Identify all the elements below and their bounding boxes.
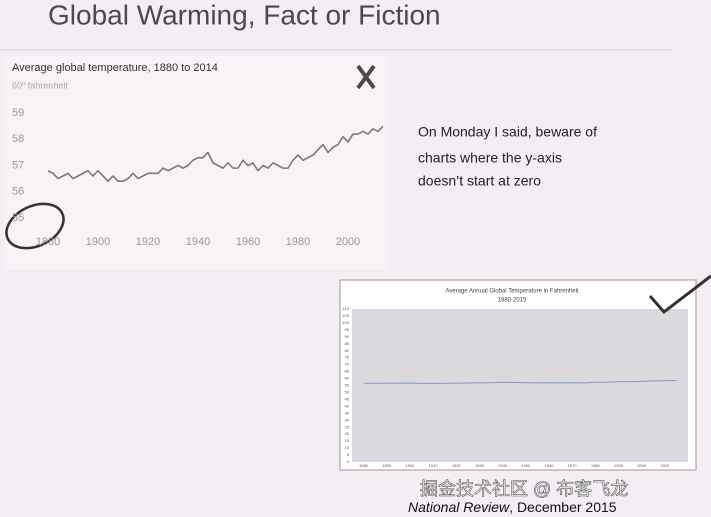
x-tick-label: 2000: [637, 463, 647, 468]
y-tick-label: 80: [345, 348, 350, 353]
y-tick-label: 58: [12, 133, 24, 145]
y-tick-label: 55: [345, 383, 350, 388]
y-tick-label: 50: [345, 390, 350, 395]
x-tick-label: 1900: [405, 463, 415, 468]
x-tick-label: 2010: [660, 463, 670, 468]
x-tick-label: 1910: [429, 463, 439, 468]
y-tick-label: 60: [345, 376, 350, 381]
slide-title: Global Warming, Fact or Fiction: [48, 0, 441, 30]
x-tick-label: 1900: [86, 236, 110, 248]
y-tick-label: 20: [345, 431, 350, 436]
x-tick-label: 1980: [286, 236, 310, 248]
watermark: 掘金技术社区 @ 布客飞龙: [420, 479, 628, 499]
y-tick-label: 45: [345, 396, 350, 401]
y-tick-label: 10: [345, 445, 350, 450]
y-tick-label: 40: [345, 403, 350, 408]
y-tick-label: 5: [347, 452, 350, 457]
chart-1-title: Average global temperature, 1880 to 2014: [12, 62, 218, 74]
x-tick-label: 1880: [359, 463, 369, 468]
body-line: doesn’t start at zero: [418, 173, 541, 189]
y-tick-label: 15: [345, 438, 350, 443]
y-tick-label: 100: [342, 320, 349, 325]
y-tick-label: 90: [345, 334, 350, 339]
x-tick-label: 1890: [382, 463, 392, 468]
y-tick-label: 25: [345, 424, 350, 429]
x-tick-label: 1980: [591, 463, 601, 468]
y-tick-label: 57: [12, 159, 24, 171]
chart-1-subtitle: 60º fahrenheit: [12, 80, 68, 90]
x-tick-label: 1880: [36, 236, 60, 248]
y-tick-label: 30: [345, 417, 350, 422]
y-tick-label: 65: [345, 369, 350, 374]
x-tick-label: 1950: [521, 463, 531, 468]
check-mark: [648, 274, 711, 315]
data-line: [363, 379, 677, 384]
chart-2-title: Average Annual Global Temperature in Fah…: [445, 289, 579, 295]
body-line: On Monday I said, beware of: [418, 124, 597, 140]
y-tick-label: 35: [345, 410, 350, 415]
caption: National Review, December 2015: [408, 499, 617, 515]
y-tick-label: 75: [345, 355, 350, 360]
wrong-mark: [356, 64, 376, 90]
x-tick-label: 1920: [136, 236, 160, 248]
y-tick-label: 70: [345, 362, 350, 367]
x-tick-label: 1930: [475, 463, 485, 468]
chart-2-subtitle: 1880-2015: [498, 298, 527, 304]
x-tick-label: 1920: [452, 463, 462, 468]
body-line: charts where the y-axis: [418, 150, 562, 166]
y-tick-label: 110: [343, 306, 350, 311]
chart-1-frame: [4, 56, 388, 270]
x-tick-label: 1940: [186, 236, 210, 248]
data-line: [47, 125, 384, 183]
x-tick-label: 1960: [236, 236, 260, 248]
y-tick-label: 85: [345, 341, 350, 346]
y-tick-label: 105: [342, 313, 349, 318]
caption-date: , December 2015: [509, 499, 617, 515]
y-tick-label: 95: [345, 327, 350, 332]
x-tick-label: 1990: [614, 463, 624, 468]
y-tick-label: 59: [12, 107, 24, 119]
x-tick-label: 1970: [568, 463, 578, 468]
x-tick-label: 1960: [545, 463, 555, 468]
x-tick-label: 2000: [336, 236, 360, 248]
chart-2-plot: [352, 309, 688, 462]
circle-annotation: [5, 202, 65, 250]
caption-source: National Review: [408, 499, 510, 515]
x-tick-label: 1940: [498, 463, 508, 468]
y-tick-label: 55: [12, 212, 24, 224]
y-tick-label: 0: [347, 459, 350, 464]
y-tick-label: 56: [12, 186, 24, 198]
